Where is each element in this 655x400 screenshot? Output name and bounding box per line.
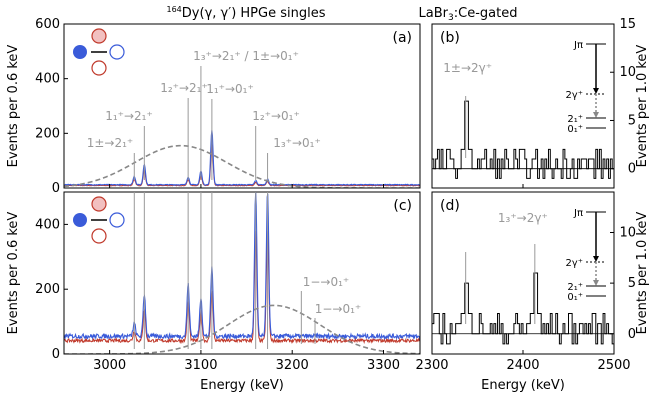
- y-axis-label: Events per 0.6 keV: [6, 212, 21, 335]
- detector-vertical-icon: [91, 28, 107, 44]
- panels: (a) 0 200 400 600 Events per 0.6 keV 1±→2₁⁺ 1₁⁺…: [6, 17, 650, 393]
- y-tick-label: 200: [35, 282, 60, 297]
- axes-frame: [63, 23, 421, 189]
- panel-label: (c): [393, 198, 412, 214]
- arrowhead: [593, 280, 599, 286]
- annotation-label: 1±→2γ⁺: [443, 61, 492, 75]
- x-tick-label: 2400: [506, 358, 539, 373]
- arrowhead: [593, 88, 599, 94]
- level-label: 0₁⁺: [567, 124, 583, 135]
- detector-parallel-icon: [109, 212, 125, 228]
- y-tick-label: 0: [52, 181, 60, 196]
- annotation-label: 1₂⁺→2₁⁺: [160, 81, 208, 95]
- y-axis-label: Events per 0.6 keV: [6, 45, 21, 168]
- y-tick-label: 0: [628, 162, 636, 177]
- annotation-label: 1−→0₁⁺: [315, 302, 362, 316]
- y-tick-label: 0: [628, 327, 636, 342]
- arrowhead: [593, 256, 599, 262]
- annotation-label: 1₂⁺→0₁⁺: [252, 109, 300, 123]
- y-tick-label: 600: [35, 17, 60, 32]
- panel-label: (a): [392, 30, 412, 46]
- y-tick-label: 400: [35, 72, 60, 87]
- detector-parallel-icon: [109, 44, 125, 60]
- beam-icon: [73, 45, 87, 59]
- axes-frame: [63, 191, 421, 355]
- left-title: 164Dy(γ, γ′) HPGe singles: [167, 5, 326, 21]
- x-tick-label: 2300: [415, 358, 448, 373]
- detector-perpendicular-icon: [91, 60, 107, 76]
- panel-d: (d) 2300 2400 2500 0 5 10 Events per 1.0 keV Ene…: [415, 191, 650, 393]
- x-tick-label: 3000: [93, 358, 126, 373]
- left-title-rest: Dy(: [182, 6, 205, 21]
- right-title-a: LaBr: [419, 6, 449, 21]
- spectrum-parallel: [64, 130, 420, 187]
- spectrum-parallel: [64, 192, 420, 341]
- annotation-label: 1₁⁺→0₁⁺: [206, 82, 254, 96]
- x-axis-label: Energy (keV): [481, 378, 565, 393]
- level-label: 2γ⁺: [565, 90, 583, 101]
- spectrum-perpendicular: [64, 231, 420, 345]
- level-label: 0₁⁺: [567, 292, 583, 303]
- y-tick-label: 5: [628, 276, 636, 291]
- detector-vertical-icon: [91, 196, 107, 212]
- y-axis-label: Events per 1.0 keV: [635, 212, 650, 335]
- annotation-label: 1₃⁺→0₁⁺: [273, 136, 321, 150]
- left-title-mass: 164: [167, 5, 182, 14]
- left-title-close: ) HPGe singles: [231, 6, 326, 21]
- gaussian-envelope: [64, 144, 420, 188]
- annotation-label: 1₁⁺→2₁⁺: [105, 109, 153, 123]
- x-tick-label: 2500: [597, 358, 630, 373]
- beam-icon: [73, 213, 87, 227]
- panel-label: (b): [440, 30, 460, 46]
- annotation-label: 1₃⁺→2γ⁺: [498, 211, 548, 225]
- left-title-gammap: γ′: [221, 6, 232, 21]
- annotation-label: 1±→2₁⁺: [87, 136, 134, 150]
- gated-spectrum: [432, 272, 614, 345]
- annotation-label: 1−→0₁⁺: [303, 275, 350, 289]
- annotation-label: 1₃⁺→2₁⁺ / 1±→0₁⁺: [193, 49, 299, 63]
- detector-perpendicular-icon: [91, 228, 107, 244]
- y-tick-label: 200: [35, 126, 60, 141]
- level-label: Jπ: [573, 40, 583, 51]
- left-title-comma: ,: [212, 6, 220, 21]
- gaussian-envelope: [64, 304, 420, 354]
- level-label: Jπ: [573, 208, 583, 219]
- gated-spectrum: [432, 100, 614, 179]
- panel-a: (a) 0 200 400 600 Events per 0.6 keV 1±→2₁⁺ 1₁⁺…: [6, 17, 421, 196]
- x-tick-label: 3100: [184, 358, 217, 373]
- arrowhead: [593, 112, 599, 118]
- spectrum-perpendicular: [64, 144, 420, 187]
- y-tick-label: 0: [52, 347, 60, 362]
- y-axis-label: Events per 1.0 keV: [635, 45, 650, 168]
- panel-b: (b) 0 5 10 15 Events per 1.0 keV 1±→2γ⁺ Jπ 2γ⁺ 2₁…: [431, 17, 650, 189]
- left-title-gamma: γ: [205, 6, 213, 21]
- level-label: 2₁⁺: [567, 114, 583, 125]
- level-label: 2₁⁺: [567, 282, 583, 293]
- y-tick-label: 400: [35, 217, 60, 232]
- right-title-b: :Ce-gated: [454, 6, 518, 21]
- plot-area: [432, 272, 614, 345]
- level-label: 2γ⁺: [565, 258, 583, 269]
- x-tick-label: 3200: [276, 358, 309, 373]
- x-tick-label: 3300: [367, 358, 400, 373]
- panel-c: (c) 3000 3100 3200 3300 0 200 400 Events per 0.6…: [6, 191, 421, 393]
- x-axis-label: Energy (keV): [200, 378, 284, 393]
- y-tick-label: 15: [619, 17, 636, 32]
- y-tick-label: 5: [628, 113, 636, 128]
- panel-label: (d): [440, 198, 460, 214]
- plot-area: [432, 100, 614, 179]
- right-title-sub: 3: [448, 13, 454, 23]
- y-tick-label: 10: [619, 65, 636, 80]
- right-title: LaBr3:Ce-gated: [419, 6, 518, 23]
- y-tick-label: 10: [619, 226, 636, 241]
